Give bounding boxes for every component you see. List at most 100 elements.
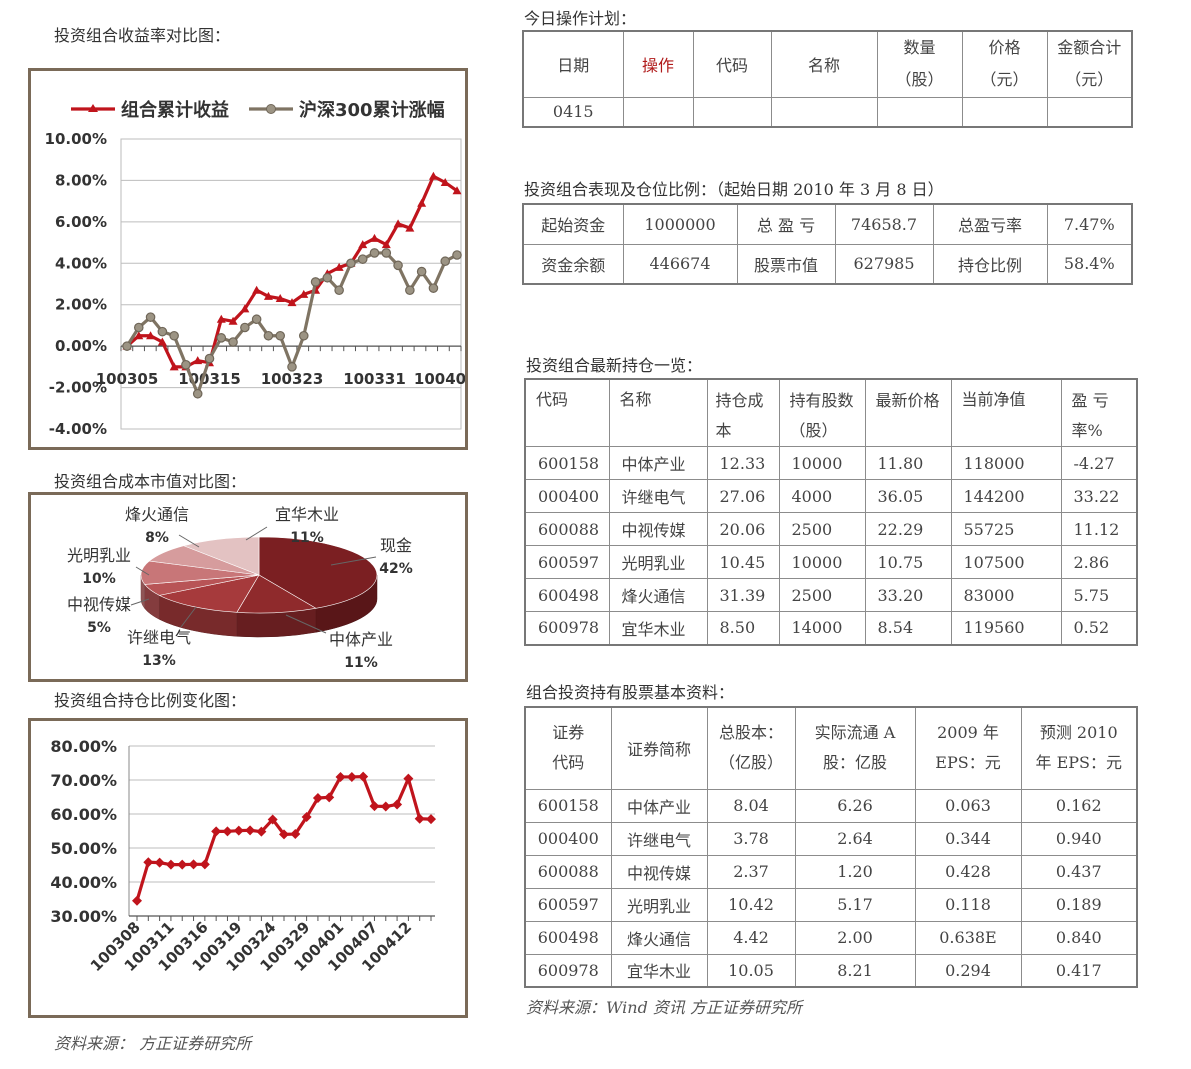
holdings-header-row: 代码 名称 持仓成本 持有股数（股） 最新价格 当前净值 盈 亏率%: [524, 378, 1138, 447]
position-point: [290, 829, 301, 840]
y-tick-label: -4.00%: [49, 420, 107, 438]
stock-info-row-cell: 0.118: [914, 887, 1022, 922]
plan-header-qty-text: 数量（股）: [895, 38, 944, 90]
x-tick-label: 100331: [343, 370, 406, 388]
source-note-bottom: 资料来源： 方正证券研究所: [54, 1034, 252, 1053]
plan-cell: [961, 96, 1048, 128]
y-tick-label: 70.00%: [50, 771, 117, 790]
stock-info-row: 600498 烽火通信 4.42 2.00 0.638E 0.840: [524, 920, 1138, 955]
index-point: [287, 362, 297, 372]
portfolio-point: [169, 362, 179, 371]
stock-info-row-cell: 2.00: [794, 920, 916, 955]
stock-info-row: 000400 许继电气 3.78 2.64 0.344 0.940: [524, 821, 1138, 856]
info-header: 总股本：（亿股）: [706, 706, 796, 790]
position-point: [335, 771, 346, 782]
portfolio-point: [405, 223, 415, 232]
position-point: [369, 801, 380, 812]
stock-info-row-cell: 0.638E: [914, 920, 1022, 955]
holdings-row-cell: 36.05: [864, 479, 952, 513]
pie-label: 光明乳业: [67, 546, 131, 565]
position-point: [132, 895, 142, 906]
stock-info-row-cell: 10.05: [706, 953, 796, 988]
holdings-row-cell: 10000: [778, 446, 866, 480]
portfolio-point: [216, 314, 226, 323]
position-point: [380, 801, 391, 812]
stock-info-row-cell: 宜华木业: [610, 953, 708, 988]
index-point: [169, 330, 179, 341]
legend-marker: [88, 104, 98, 112]
stock-info-row-cell: 0.417: [1020, 953, 1138, 988]
plan-header-name: 名称: [770, 30, 878, 98]
plan-header-row: 日期 操作 代码 名称 数量（股） 价格（元） 金额合计（元）: [522, 30, 1133, 98]
returns-chart-svg: 10.00% 8.00% 6.00% 4.00% 2.00% 0.00% -2.00% -4.…: [45, 99, 465, 438]
performance-row: 资金余额 446674 股票市值 627985 持仓比例 58.4%: [522, 243, 1133, 285]
index-point: [204, 353, 215, 364]
index-point: [381, 248, 392, 258]
index-point: [157, 326, 168, 337]
stock-info-title: 组合投资持有股票基本资料：: [526, 683, 735, 702]
position-point: [233, 825, 244, 836]
x-tick-label: 100323: [261, 370, 324, 388]
plan-cell: [1046, 96, 1133, 128]
position-point: [245, 825, 256, 836]
position-point: [199, 859, 210, 870]
source-note-right: 资料来源：Wind 资讯 方正证券研究所: [526, 998, 803, 1017]
pie-pct: 8%: [145, 530, 169, 546]
stock-info-row-cell: 600978: [524, 953, 612, 988]
index-point: [310, 277, 321, 287]
perf-value: 7.47%: [1046, 203, 1133, 245]
holdings-row-cell: 600498: [524, 578, 610, 612]
y-tick-label: 80.00%: [50, 737, 117, 756]
performance-title: 投资组合表现及仓位比例：（起始日期 2010 年 3 月 8 日）: [524, 180, 944, 199]
perf-value: 74658.7: [834, 203, 934, 245]
plan-cell: 0415: [522, 96, 624, 128]
holdings-row-cell: 118000: [950, 446, 1062, 480]
position-point: [312, 793, 323, 804]
perf-label: 股票市值: [736, 243, 836, 285]
stock-info-body: 600158 中体产业 8.04 6.26 0.063 0.162 000400 许继电气 3.…: [524, 788, 1138, 988]
index-point: [322, 272, 333, 283]
cost-pie-chart: 现金 42% 中体产业 11% 许继电气 13% 中视传媒 5% 光明乳业 10% 烽火通信 8% 宜华…: [28, 492, 468, 682]
holdings-header-code: 代码: [524, 378, 610, 447]
stock-info-row-cell: 0.428: [914, 854, 1022, 889]
holdings-row-cell: 600597: [524, 545, 610, 579]
pie-label: 现金: [380, 536, 412, 555]
index-point: [393, 260, 403, 271]
holdings-header-nav: 当前净值: [950, 378, 1062, 447]
plan-row: 0415: [522, 96, 1133, 128]
pie-pct: 11%: [344, 655, 378, 671]
holdings-row-cell: 000400: [524, 479, 610, 513]
perf-value: 627985: [834, 243, 934, 285]
portfolio-point: [381, 240, 391, 249]
plan-header-date: 日期: [522, 30, 624, 98]
plan-header-code: 代码: [692, 30, 772, 98]
plan-header-price-text: 价格（元）: [980, 38, 1029, 90]
position-point: [346, 771, 357, 782]
position-chart-svg: 80.00%70.00%60.00%50.00%40.00%30.00%1003…: [50, 737, 436, 975]
portfolio-point: [428, 171, 438, 180]
holdings-row: 600978 宜华木业 8.50 14000 8.54 119560 0.52: [524, 611, 1138, 645]
stock-info-table: 证券代码 证券简称 总股本：（亿股） 实际流通 A 股：亿股 2009 年 EP…: [524, 706, 1138, 988]
position-point: [165, 859, 176, 870]
y-tick-label: 40.00%: [50, 873, 117, 892]
holdings-row-cell: 11.12: [1060, 512, 1138, 546]
x-tick-label: 100305: [96, 370, 159, 388]
y-tick-label: 6.00%: [55, 213, 107, 231]
position-point: [392, 799, 403, 810]
stock-info-row-cell: 光明乳业: [610, 887, 708, 922]
holdings-row-cell: 4000: [778, 479, 866, 513]
plan-table: 日期 操作 代码 名称 数量（股） 价格（元） 金额合计（元） 0415: [522, 30, 1133, 128]
x-tick-label: 100409: [414, 370, 465, 388]
position-chart: 80.00% 70.00% 60.00% 50.00% 40.00% 30.00% 1003…: [28, 718, 468, 1018]
holdings-row-cell: 144200: [950, 479, 1062, 513]
stock-info-row-cell: 1.20: [794, 854, 916, 889]
index-point: [275, 330, 286, 341]
stock-info-row-cell: 0.344: [914, 821, 1022, 856]
holdings-row-cell: 0.52: [1060, 611, 1138, 645]
pie-label: 中视传媒: [67, 595, 131, 614]
pie-slice: [140, 560, 260, 585]
position-point: [403, 773, 414, 784]
legend-marker: [266, 104, 276, 114]
portfolio-point: [146, 331, 156, 340]
position-point: [426, 814, 436, 825]
